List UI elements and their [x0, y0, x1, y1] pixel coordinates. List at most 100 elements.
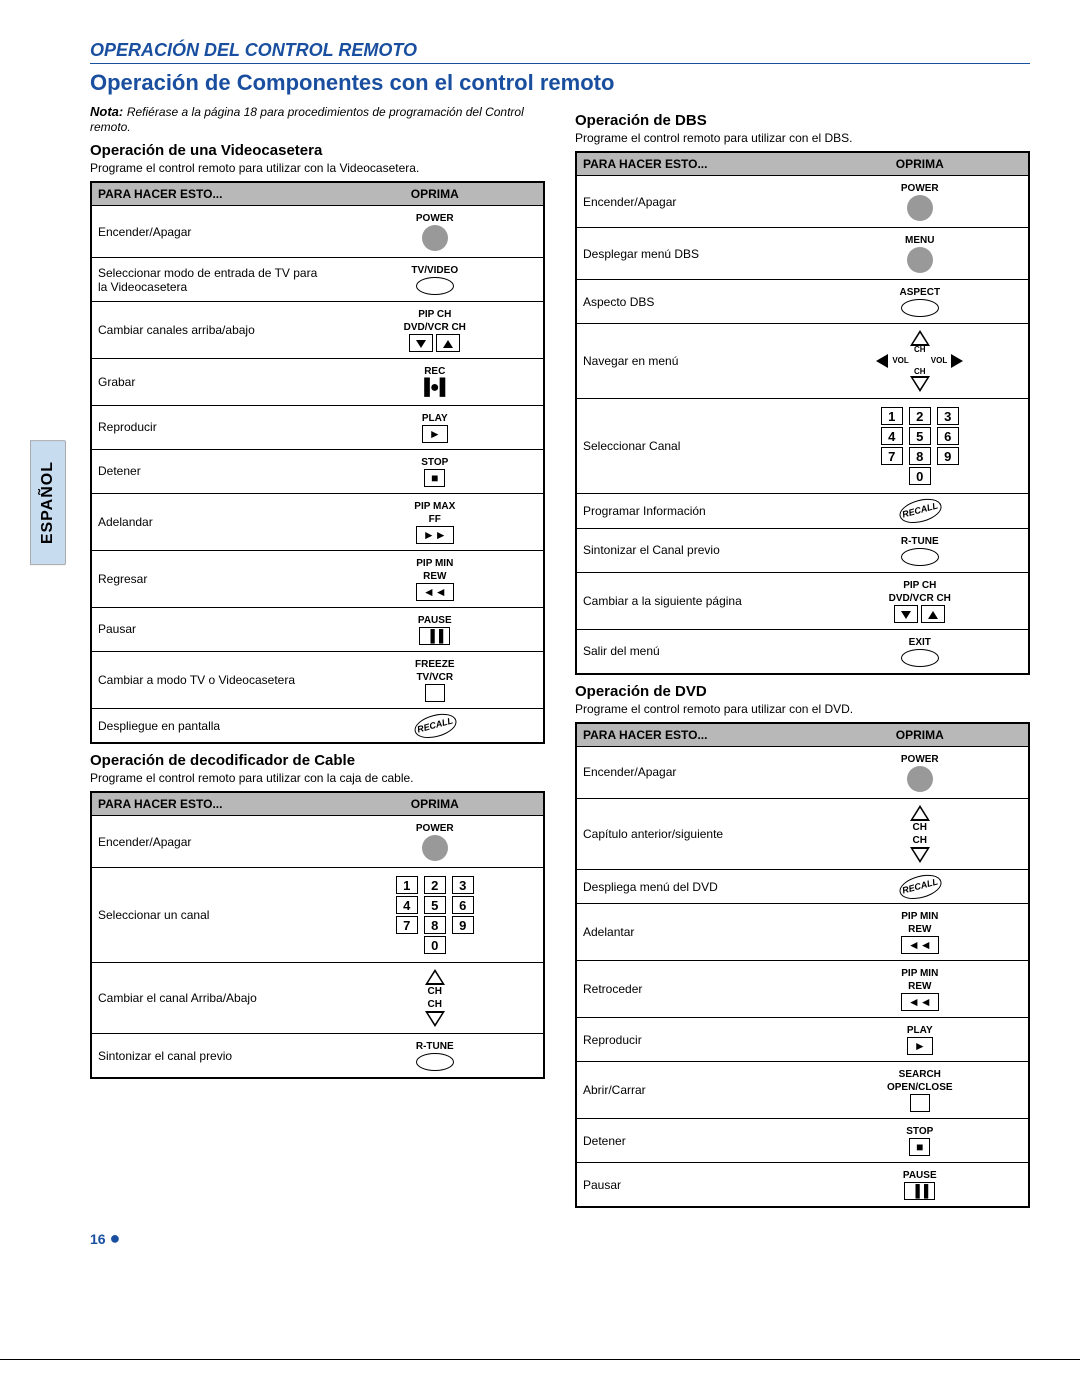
pause-icon: ▐▐ — [904, 1182, 935, 1200]
play-icon: ► — [422, 425, 448, 443]
action-label: Navegar en menú — [576, 324, 812, 399]
button-cell: PIP CHDVD/VCR CH — [812, 572, 1029, 629]
button-cell: STOP■ — [812, 1119, 1029, 1163]
button-cell: FREEZETV/VCR — [327, 651, 544, 708]
button-cell: PIP MINREW◄◄ — [812, 904, 1029, 961]
ff-icon: ►► — [416, 526, 454, 544]
table-row: Regresar PIP MINREW◄◄ — [91, 550, 544, 607]
nav-icon: CH VOLVOL CH — [876, 330, 963, 392]
aspect-icon — [901, 299, 939, 317]
table-row: Encender/Apagar POWER — [91, 206, 544, 258]
action-label: Adelantar — [576, 904, 812, 961]
button-cell: PAUSE▐▐ — [812, 1163, 1029, 1208]
note: Nota: Refiérase a la página 18 para proc… — [90, 104, 545, 134]
rew-icon: ◄◄ — [416, 583, 454, 601]
action-label: Programar Información — [576, 494, 812, 529]
dbs-desc: Programe el control remoto para utilizar… — [575, 131, 1030, 145]
button-cell: STOP■ — [327, 449, 544, 493]
action-label: Seleccionar Canal — [576, 399, 812, 494]
table-row: Capítulo anterior/siguiente CHCH — [576, 798, 1029, 869]
table-row: Seleccionar modo de entrada de TV para l… — [91, 258, 544, 302]
button-cell: RECALL — [812, 494, 1029, 529]
button-cell: PIP MAXFF►► — [327, 493, 544, 550]
th-press: OPRIMA — [327, 182, 544, 206]
cable-desc: Programe el control remoto para utilizar… — [90, 771, 545, 785]
table-row: Adelandar PIP MAXFF►► — [91, 493, 544, 550]
recall-icon: RECALL — [896, 495, 943, 527]
rew-icon: ◄◄ — [901, 936, 939, 954]
action-label: Cambiar canales arriba/abajo — [91, 302, 327, 359]
table-row: Cambiar a modo TV o Videocasetera FREEZE… — [91, 651, 544, 708]
th-press: OPRIMA — [812, 723, 1029, 747]
keypad-icon: 123 456 789 0 — [393, 874, 477, 956]
table-row: Aspecto DBS ASPECT — [576, 280, 1029, 324]
button-cell: CHCH — [327, 963, 544, 1034]
ch-down-icon — [910, 847, 930, 863]
action-label: Capítulo anterior/siguiente — [576, 798, 812, 869]
page-title: Operación de Componentes con el control … — [90, 70, 1030, 96]
table-row: Encender/Apagar POWER — [576, 176, 1029, 228]
table-row: Sintonizar el canal previo R-TUNE — [91, 1034, 544, 1079]
button-cell: POWER — [327, 816, 544, 868]
recall-icon: RECALL — [411, 710, 458, 742]
table-row: Navegar en menú CH VOLVOL CH — [576, 324, 1029, 399]
action-label: Regresar — [91, 550, 327, 607]
table-row: Sintonizar el Canal previo R-TUNE — [576, 528, 1029, 572]
button-cell: R-TUNE — [327, 1034, 544, 1079]
rtune-icon — [901, 548, 939, 566]
action-label: Encender/Apagar — [91, 206, 327, 258]
vcr-desc: Programe el control remoto para utilizar… — [90, 161, 545, 175]
table-row: Encender/Apagar POWER — [576, 746, 1029, 798]
button-cell: PIP MINREW◄◄ — [812, 961, 1029, 1018]
table-row: Pausar PAUSE▐▐ — [576, 1163, 1029, 1208]
play-icon: ► — [907, 1037, 933, 1055]
table-row: Abrir/Carrar SEARCHOPEN/CLOSE — [576, 1062, 1029, 1119]
th-action: PARA HACER ESTO... — [576, 723, 812, 747]
button-cell: 123 456 789 0 — [812, 399, 1029, 494]
action-label: Grabar — [91, 359, 327, 406]
table-row: Programar Información RECALL — [576, 494, 1029, 529]
dvd-title: Operación de DVD — [575, 683, 1030, 700]
exit-icon — [901, 649, 939, 667]
up-icon — [921, 605, 945, 623]
note-label: Nota: — [90, 104, 123, 119]
button-cell: RECALL — [327, 708, 544, 743]
action-label: Reproducir — [91, 405, 327, 449]
table-row: Desplegar menú DBS MENU — [576, 228, 1029, 280]
button-cell: RECALL — [812, 869, 1029, 904]
button-cell: PAUSE▐▐ — [327, 607, 544, 651]
action-label: Pausar — [91, 607, 327, 651]
action-label: Cambiar a la siguiente página — [576, 572, 812, 629]
dvd-desc: Programe el control remoto para utilizar… — [575, 702, 1030, 716]
action-label: Seleccionar modo de entrada de TV para l… — [91, 258, 327, 302]
action-label: Adelandar — [91, 493, 327, 550]
table-row: Cambiar canales arriba/abajo PIP CHDVD/V… — [91, 302, 544, 359]
button-cell: POWER — [812, 176, 1029, 228]
button-cell: PIP CHDVD/VCR CH — [327, 302, 544, 359]
dbs-title: Operación de DBS — [575, 112, 1030, 129]
button-cell: REC▐●▌ — [327, 359, 544, 406]
action-label: Encender/Apagar — [576, 176, 812, 228]
table-row: Despliega menú del DVD RECALL — [576, 869, 1029, 904]
table-row: Detener STOP■ — [91, 449, 544, 493]
table-row: Seleccionar Canal 123 456 789 0 — [576, 399, 1029, 494]
table-row: Seleccionar un canal 123 456 789 0 — [91, 868, 544, 963]
action-label: Sintonizar el Canal previo — [576, 528, 812, 572]
button-cell: TV/VIDEO — [327, 258, 544, 302]
recall-icon: RECALL — [896, 871, 943, 903]
action-label: Salir del menú — [576, 629, 812, 674]
power-icon — [422, 225, 448, 251]
table-row: Retroceder PIP MINREW◄◄ — [576, 961, 1029, 1018]
page-number: 16 ● — [90, 1228, 1030, 1249]
action-label: Aspecto DBS — [576, 280, 812, 324]
th-action: PARA HACER ESTO... — [91, 182, 327, 206]
action-label: Pausar — [576, 1163, 812, 1208]
rew-icon: ◄◄ — [901, 993, 939, 1011]
ch-up-icon — [910, 805, 930, 821]
table-row: Pausar PAUSE▐▐ — [91, 607, 544, 651]
button-cell: POWER — [812, 746, 1029, 798]
th-press: OPRIMA — [812, 152, 1029, 176]
rec-icon: ▐●▌ — [419, 379, 451, 396]
button-cell: EXIT — [812, 629, 1029, 674]
action-label: Sintonizar el canal previo — [91, 1034, 327, 1079]
